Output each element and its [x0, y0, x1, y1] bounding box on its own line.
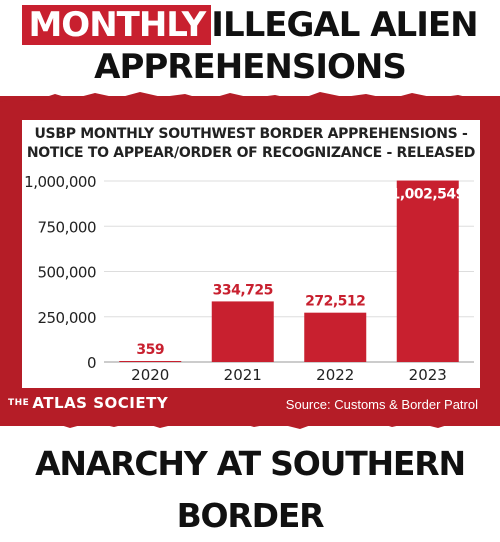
brand-prefix: THE — [8, 398, 30, 408]
torn-edge-bottom — [0, 412, 500, 429]
bar-2023 — [396, 180, 459, 362]
torn-edge-top — [0, 92, 500, 108]
chart-title-line-1: USBP MONTHLY SOUTHWEST BORDER APPREHENSI… — [34, 126, 468, 142]
x-tick-label-2021: 2021 — [224, 366, 262, 384]
headline-highlight: MONTHLY — [22, 5, 212, 45]
x-axis-labels: 2020 2021 2022 2023 — [131, 366, 447, 384]
headline-rest: ILLEGAL ALIEN — [211, 5, 478, 45]
bar-2021 — [211, 301, 274, 362]
data-label-2020: 359 — [136, 342, 164, 358]
chart-title-line-2: NOTICE TO APPEAR/ORDER OF RECOGNIZANCE -… — [26, 145, 476, 161]
bar-2022 — [304, 312, 367, 362]
y-axis-labels: 0 250,000 500,000 750,000 1,000,000 — [24, 173, 96, 372]
x-tick-label-2020: 2020 — [131, 366, 169, 384]
y-tick-label: 500,000 — [37, 264, 96, 282]
bar-2020 — [119, 361, 182, 362]
chart-bars — [119, 180, 459, 362]
headline-line-1: MONTHLY ILLEGAL ALIEN — [0, 4, 500, 46]
y-tick-label: 750,000 — [37, 218, 96, 236]
data-label-2022: 272,512 — [305, 294, 365, 310]
brand-name: ATLAS SOCIETY — [32, 394, 169, 412]
bar-chart: 0 250,000 500,000 750,000 1,000,000 359 334,7… — [24, 173, 474, 384]
data-labels: 359 334,725 272,512 1,002,549 — [136, 187, 465, 358]
brand-logo: THE ATLAS SOCIETY — [8, 394, 168, 412]
headline-line-2: APPREHENSIONS — [94, 47, 407, 87]
source-text: Source: Customs & Border Patrol — [285, 397, 478, 412]
data-label-2021: 334,725 — [213, 282, 273, 298]
bottom-banner: ANARCHY AT SOUTHERN BORDER — [35, 444, 466, 535]
x-tick-label-2023: 2023 — [409, 366, 447, 384]
data-label-2023: 1,002,549 — [391, 187, 465, 203]
y-tick-label: 0 — [87, 354, 96, 372]
y-tick-label: 1,000,000 — [24, 173, 96, 191]
y-tick-label: 250,000 — [37, 309, 96, 327]
x-tick-label-2022: 2022 — [316, 366, 354, 384]
